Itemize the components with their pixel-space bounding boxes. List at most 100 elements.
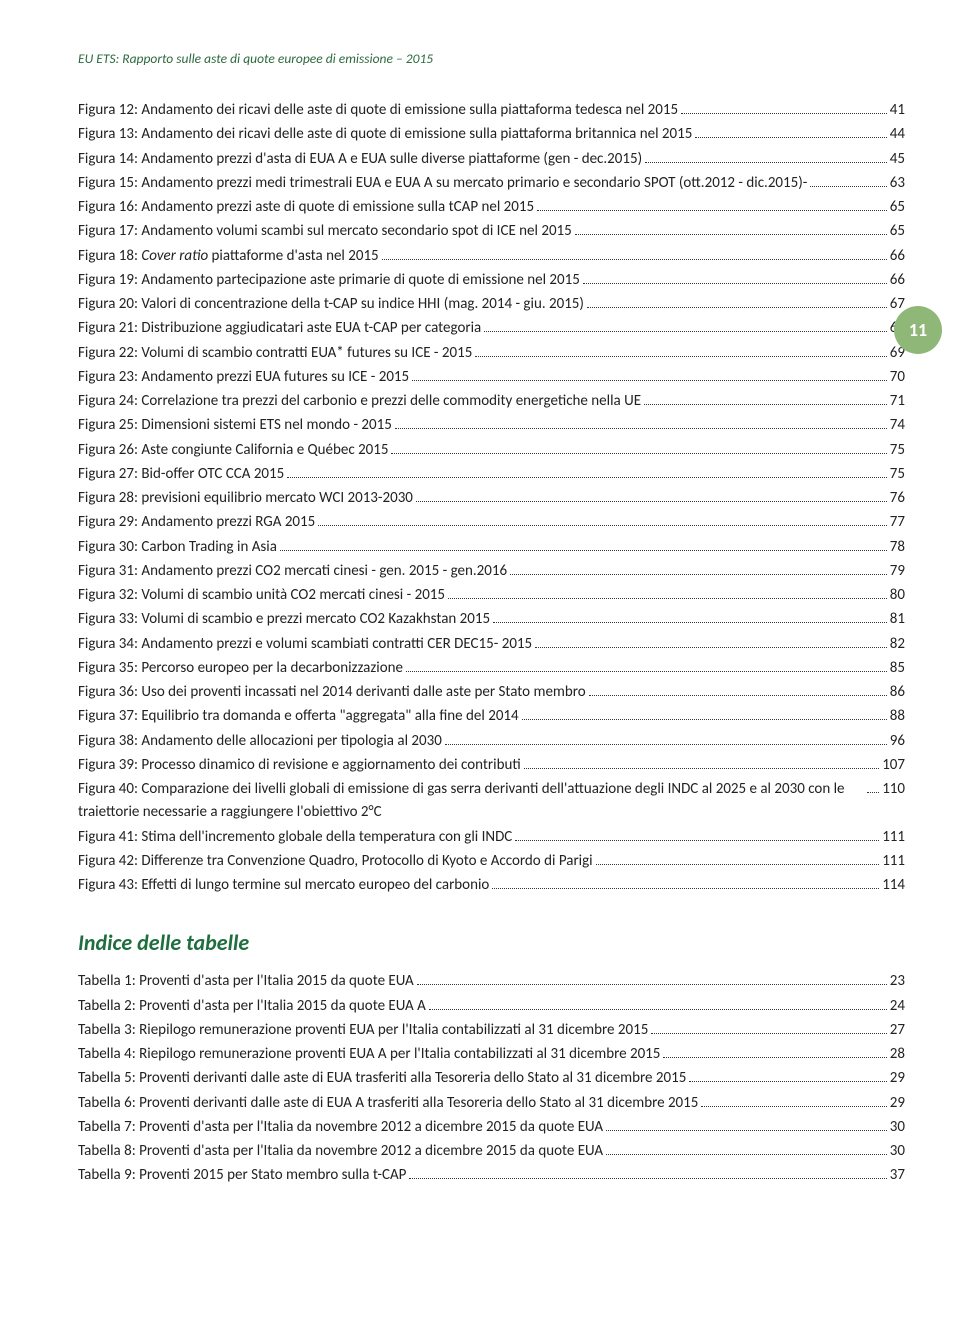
toc-entry-text: Figura 35: Percorso europeo per la decar… [78,657,403,680]
toc-leader-dots [583,283,887,284]
toc-entry-page: 23 [890,970,905,993]
toc-leader-dots [681,113,887,114]
toc-leader-dots [510,574,887,575]
toc-leader-dots [644,404,887,405]
toc-entry: Figura 37: Equilibrio tra domanda e offe… [78,705,905,728]
toc-entry-page: 74 [890,414,905,437]
toc-leader-dots [429,1009,887,1010]
toc-leader-dots [695,137,886,138]
toc-entry-text: Tabella 1: Proventi d'asta per l'Italia … [78,970,414,993]
toc-entry-page: 82 [890,633,905,656]
toc-leader-dots [391,453,886,454]
toc-entry: Figura 29: Andamento prezzi RGA 2015 77 [78,511,905,534]
toc-entry: Figura 24: Correlazione tra prezzi del c… [78,390,905,413]
toc-entry-page: 28 [890,1043,905,1066]
toc-entry: Figura 30: Carbon Trading in Asia78 [78,536,905,559]
toc-entry-page: 77 [890,511,905,534]
toc-entry: Figura 22: Volumi di scambio contratti E… [78,342,905,365]
toc-leader-dots [416,501,887,502]
toc-entry-page: 63 [890,172,905,195]
toc-leader-dots [535,647,887,648]
page-number-badge: 11 [894,306,942,354]
toc-entry-page: 71 [890,390,905,413]
toc-entry: Tabella 2: Proventi d'asta per l'Italia … [78,995,905,1018]
toc-entry-page: 66 [890,245,905,268]
toc-entry-text: Tabella 9: Proventi 2015 per Stato membr… [78,1164,406,1187]
toc-entry-page: 107 [882,754,905,777]
toc-entry: Figura 33: Volumi di scambio e prezzi me… [78,608,905,631]
toc-leader-dots [589,695,887,696]
toc-entry-page: 41 [890,99,905,122]
toc-entry-page: 29 [890,1067,905,1090]
toc-entry: Figura 27: Bid-offer OTC CCA 2015 75 [78,463,905,486]
toc-entry-page: 24 [890,995,905,1018]
toc-entry: Figura 36: Uso dei proventi incassati ne… [78,681,905,704]
toc-entry-text: Figura 20: Valori di concentrazione dell… [78,293,584,316]
toc-entry: Figura 43: Effetti di lungo termine sul … [78,874,905,897]
toc-entry-page: 65 [890,220,905,243]
toc-entry: Figura 39: Processo dinamico di revision… [78,754,905,777]
toc-entry-text: Tabella 6: Proventi derivanti dalle aste… [78,1092,698,1115]
toc-entry-text: Tabella 4: Riepilogo remunerazione prove… [78,1043,660,1066]
toc-entry: Figura 18: Cover ratio piattaforme d'ast… [78,245,905,268]
toc-entry-page: 66 [890,269,905,292]
toc-entry: Tabella 8: Proventi d'asta per l'Italia … [78,1140,905,1163]
toc-entry: Figura 26: Aste congiunte California e Q… [78,439,905,462]
toc-entry: Figura 17: Andamento volumi scambi sul m… [78,220,905,243]
toc-leader-dots [484,331,887,332]
toc-leader-dots [575,234,887,235]
toc-entry-page: 75 [890,463,905,486]
toc-entry: Figura 21: Distribuzione aggiudicatari a… [78,317,905,340]
toc-leader-dots [606,1154,887,1155]
toc-entry-text: Figura 13: Andamento dei ricavi delle as… [78,123,692,146]
toc-entry-text: Figura 21: Distribuzione aggiudicatari a… [78,317,481,340]
toc-entry-page: 114 [882,874,905,897]
toc-entry: Tabella 4: Riepilogo remunerazione prove… [78,1043,905,1066]
toc-entry-text: Figura 27: Bid-offer OTC CCA 2015 [78,463,284,486]
toc-entry-text: Figura 15: Andamento prezzi medi trimest… [78,172,807,195]
toc-entry-text: Figura 38: Andamento delle allocazioni p… [78,730,442,753]
toc-entry-text: Figura 29: Andamento prezzi RGA 2015 [78,511,315,534]
toc-entry-page: 65 [890,196,905,219]
toc-entry: Figura 13: Andamento dei ricavi delle as… [78,123,905,146]
toc-entry-page: 81 [890,608,905,631]
toc-entry-text: Figura 37: Equilibrio tra domanda e offe… [78,705,519,728]
toc-entry-text: Figura 39: Processo dinamico di revision… [78,754,521,777]
toc-entry-text: Figura 34: Andamento prezzi e volumi sca… [78,633,532,656]
toc-entry-text: Figura 16: Andamento prezzi aste di quot… [78,196,534,219]
toc-entry: Figura 38: Andamento delle allocazioni p… [78,730,905,753]
toc-entry-text: Tabella 2: Proventi d'asta per l'Italia … [78,995,426,1018]
toc-entry-text: Figura 33: Volumi di scambio e prezzi me… [78,608,490,631]
toc-entry: Tabella 6: Proventi derivanti dalle aste… [78,1092,905,1115]
toc-leader-dots [492,888,879,889]
toc-entry-page: 78 [890,536,905,559]
toc-entry-page: 29 [890,1092,905,1115]
toc-entry-page: 88 [890,705,905,728]
toc-entry-text: Tabella 7: Proventi d'asta per l'Italia … [78,1116,603,1139]
toc-entry: Figura 31: Andamento prezzi CO2 mercati … [78,560,905,583]
toc-entry: Figura 42: Differenze tra Convenzione Qu… [78,850,905,873]
toc-entry: Figura 14: Andamento prezzi d'asta di EU… [78,148,905,171]
toc-entry-text: Figura 31: Andamento prezzi CO2 mercati … [78,560,507,583]
toc-entry-page: 45 [890,148,905,171]
toc-entry-page: 76 [890,487,905,510]
toc-entry-page: 80 [890,584,905,607]
toc-entry: Figura 23: Andamento prezzi EUA futures … [78,366,905,389]
toc-entry: Figura 20: Valori di concentrazione dell… [78,293,905,316]
toc-entry-page: 44 [890,123,905,146]
page-header: EU ETS: Rapporto sulle aste di quote eur… [78,50,905,67]
toc-entry-text: Figura 28: previsioni equilibrio mercato… [78,487,413,510]
toc-leader-dots [475,356,886,357]
toc-entry-text: Figura 41: Stima dell'incremento globale… [78,826,512,849]
toc-leader-dots [651,1033,886,1034]
toc-entry-text: Figura 22: Volumi di scambio contratti E… [78,342,472,365]
toc-entry-text: Figura 25: Dimensioni sistemi ETS nel mo… [78,414,392,437]
toc-entry-text: Figura 40: Comparazione dei livelli glob… [78,778,864,825]
toc-entry-text: Figura 12: Andamento dei ricavi delle as… [78,99,678,122]
toc-entry-text: Figura 24: Correlazione tra prezzi del c… [78,390,641,413]
toc-entry-page: 37 [890,1164,905,1187]
toc-entry-text: Figura 14: Andamento prezzi d'asta di EU… [78,148,642,171]
tables-list: Tabella 1: Proventi d'asta per l'Italia … [78,970,905,1187]
toc-entry-page: 75 [890,439,905,462]
toc-leader-dots [287,477,887,478]
